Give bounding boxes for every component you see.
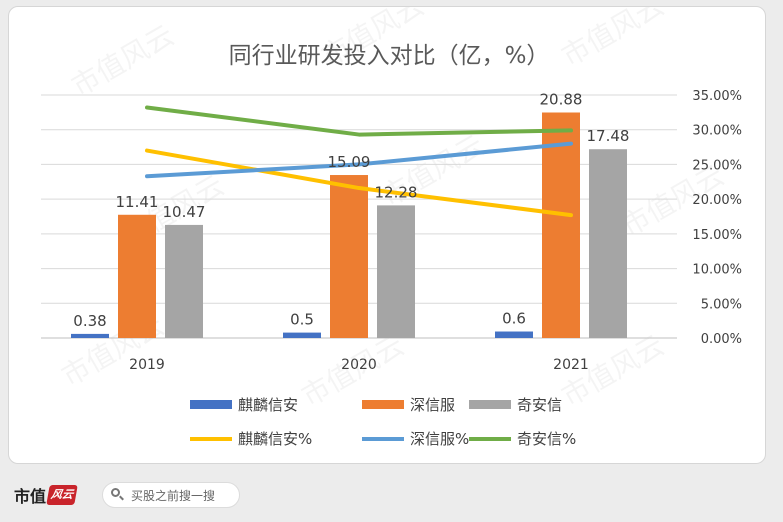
- y-right-tick-label: 0.00%: [701, 332, 742, 347]
- series-line: [145, 141, 573, 179]
- data-label: 17.48: [587, 127, 630, 145]
- search-placeholder: 买股之前搜一搜: [131, 488, 216, 503]
- legend-label: 麒麟信安%: [238, 430, 312, 448]
- y-right-tick-label: 10.00%: [692, 263, 742, 278]
- y-right-tick-label: 25.00%: [692, 158, 742, 173]
- x-tick-label: 2020: [341, 357, 377, 373]
- bar: [377, 205, 415, 338]
- x-tick-label: 2021: [553, 357, 589, 373]
- data-label: 15.09: [328, 153, 371, 171]
- bars: [71, 112, 627, 338]
- search-icon: [111, 488, 125, 502]
- bar: [283, 332, 321, 338]
- bar: [165, 224, 203, 338]
- x-tick-label: 2019: [129, 357, 165, 373]
- data-label: 0.5: [290, 311, 314, 329]
- legend-label: 奇安信%: [517, 430, 576, 448]
- chart-title: 同行业研发投入对比（亿，%）: [229, 43, 550, 69]
- chart-card: 市值风云 市值风云 市值风云 市值风云 市值风云 市值风云 市值风云 市值风云 市值风云 同行业…: [8, 6, 766, 464]
- brand-mark: 风云: [46, 485, 78, 505]
- bar: [542, 112, 580, 338]
- brand-logo: 市值 风云: [14, 480, 78, 510]
- bar: [589, 149, 627, 338]
- bar: [118, 214, 156, 338]
- footer-bar: 市值 风云 买股之前搜一搜: [0, 468, 783, 522]
- search-box[interactable]: 买股之前搜一搜: [102, 482, 240, 508]
- data-label: 0.6: [502, 310, 526, 328]
- series-line: [145, 105, 573, 137]
- legend-swatch: [469, 400, 511, 409]
- y-right-tick-label: 30.00%: [692, 124, 742, 139]
- bar: [330, 175, 368, 338]
- data-label: 20.88: [540, 90, 583, 108]
- legend-label: 麒麟信安: [238, 396, 298, 414]
- y-right-tick-label: 35.00%: [692, 89, 742, 104]
- labels: 0.00% 5.00% 10.00% 15.00% 20.00% 25.00% 30.00%…: [73, 89, 742, 373]
- legend-swatch: [362, 400, 404, 409]
- y-right-tick-label: 20.00%: [692, 193, 742, 208]
- y-right-tick-label: 5.00%: [701, 297, 742, 312]
- data-label: 0.38: [73, 312, 106, 330]
- data-label: 11.41: [116, 193, 159, 211]
- lines: [145, 105, 573, 218]
- series-line: [145, 148, 573, 218]
- brand-text: 市值: [14, 487, 47, 506]
- legend-label: 奇安信: [517, 396, 562, 414]
- bar: [495, 331, 533, 338]
- legend-swatch: [190, 400, 232, 409]
- data-label: 12.28: [375, 183, 418, 201]
- legend-label: 深信服: [410, 396, 455, 414]
- legend-label: 深信服%: [410, 430, 469, 448]
- watermark-text: 市值风云: [66, 18, 180, 103]
- watermark-text: 市值风云: [556, 7, 670, 73]
- data-label: 10.47: [163, 203, 206, 221]
- y-right-tick-label: 15.00%: [692, 228, 742, 243]
- bar: [71, 333, 109, 338]
